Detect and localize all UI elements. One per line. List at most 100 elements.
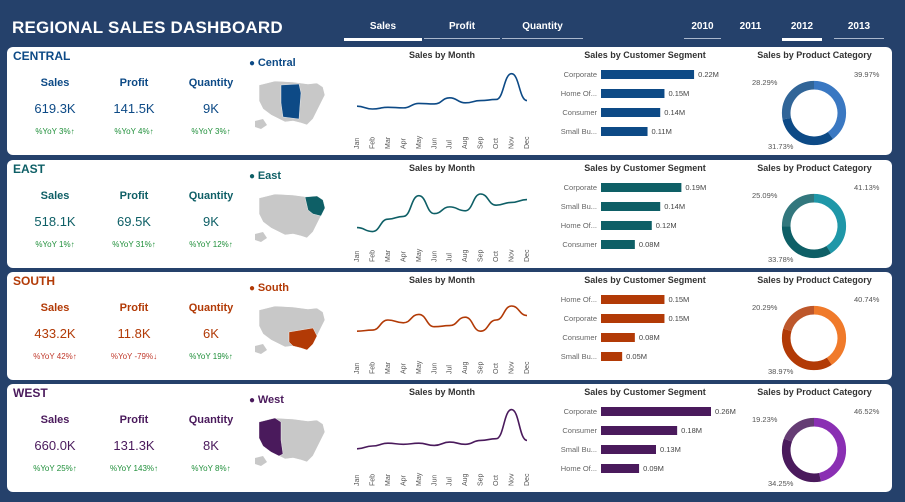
us-map[interactable] [253,410,327,468]
segment-chart-title: Sales by Customer Segment [584,163,706,173]
month-tick-label: Feb [369,362,376,374]
month-tick-label: May [416,248,423,262]
month-tick-label: Apr [400,137,407,149]
map-label-text: West [257,394,284,406]
legend-dot-icon: ● [249,395,258,406]
sales-by-segment-chart[interactable]: Home Of... 0.15M Corporate 0.15M Consumer 0.0… [549,288,739,378]
kpi-label-sales: Sales [40,414,70,426]
month-tick-label: Jul [447,365,454,374]
segment-bar [601,202,661,211]
region-card-east: EAST Sales 518.1K %YoY 1%↑ Profit 69.5K %YoY 3… [7,160,892,268]
month-tick-label: Dec [524,361,531,374]
region-name: SOUTH [13,274,55,288]
us-map[interactable] [253,73,327,131]
segment-label: Home Of... [561,89,597,98]
donut-slice [783,417,815,442]
kpi-yoy-profit: %YoY 4%↑ [114,127,154,136]
month-tick-label: Jul [447,253,454,262]
donut-slice [782,305,815,332]
sales-by-month-chart[interactable]: Jan Feb Mar Apr May Jun Jul Aug Sep Oct Nov Dec [349,400,535,490]
sales-by-category-donut[interactable]: 39.97% 31.73% 28.29% [742,63,887,153]
kpi-value-profit: 131.3K [113,438,155,453]
kpi-value-profit: 11.8K [117,326,151,341]
month-tick-label: Apr [400,474,407,486]
segment-label: Home Of... [561,221,597,230]
sales-by-month-chart[interactable]: Jan Feb Mar Apr May Jun Jul Aug Sep Oct Nov Dec [349,176,535,266]
donut-outer-ring [781,305,847,371]
map-region-label: ● East [249,170,281,182]
sales-by-segment-chart[interactable]: Corporate 0.19M Small Bu... 0.14M Home Of...… [549,176,739,266]
category-chart-title: Sales by Product Category [757,387,872,397]
sales-by-category-donut[interactable]: 40.74% 38.97% 20.29% [742,288,887,378]
month-tick-label: Jun [431,251,438,262]
kpi-yoy-sales: %YoY 25%↑ [33,464,77,473]
segment-value-label: 0.14M [664,108,685,117]
kpi-label-quantity: Quantity [188,302,234,314]
segment-value-label: 0.08M [639,333,660,342]
segment-bar [601,314,665,323]
year-tab-2011[interactable]: 2011 [739,21,762,32]
year-tab-2010[interactable]: 2010 [684,18,721,39]
month-tick-label: Dec [524,473,531,486]
donut-percent-label: 39.97% [854,70,880,79]
month-tick-label: Jun [431,363,438,374]
kpi-label-profit: Profit [119,190,149,202]
us-map[interactable] [253,186,327,244]
sales-by-category-donut[interactable]: 41.13% 33.78% 25.09% [742,176,887,266]
tab-profit[interactable]: Profit [424,18,500,39]
alaska-shape [255,119,267,129]
map-label-text: Central [257,57,296,69]
kpi-label-sales: Sales [40,190,70,202]
sales-by-category-donut[interactable]: 46.52% 34.25% 19.23% [742,400,887,490]
month-tick-label: May [416,472,423,486]
map-region-label: ● West [249,394,284,406]
sales-by-segment-chart[interactable]: Corporate 0.26M Consumer 0.18M Small Bu... 0.… [549,400,739,490]
segment-value-label: 0.26M [715,407,736,416]
segment-label: Home Of... [561,295,597,304]
month-tick-label: Dec [524,249,531,262]
month-tick-label: Feb [369,250,376,262]
sales-by-month-chart[interactable]: Jan Feb Mar Apr May Jun Jul Aug Sep Oct Nov Dec [349,288,535,378]
sales-line [356,305,528,333]
region-card-central: CENTRAL Sales 619.3K %YoY 3%↑ Profit 141.5K %Y… [7,47,892,155]
segment-bar [601,221,652,230]
line-chart-title: Sales by Month [408,163,475,173]
line-chart-title: Sales by Month [408,275,475,285]
year-tab-2013[interactable]: 2013 [834,18,884,39]
sales-by-month-chart[interactable]: Jan Feb Mar Apr May Jun Jul Aug Sep Oct Nov Dec [349,63,535,153]
tab-quantity[interactable]: Quantity [502,18,583,39]
sales-by-segment-chart[interactable]: Corporate 0.22M Home Of... 0.15M Consumer 0.1… [549,63,739,153]
alaska-shape [255,456,267,466]
alaska-shape [255,232,267,242]
line-chart-title: Sales by Month [408,50,475,60]
month-tick-label: May [416,135,423,149]
donut-percent-label: 19.23% [752,415,778,424]
segment-value-label: 0.19M [685,183,706,192]
segment-value-label: 0.15M [668,314,689,323]
us-map[interactable] [253,298,327,356]
kpi-value-quantity: 6K [203,326,219,341]
segment-bar [601,426,678,435]
segment-label: Consumer [562,108,597,117]
month-tick-label: Jan [354,251,361,262]
kpi-value-sales: 660.0K [34,438,76,453]
year-tab-2012[interactable]: 2012 [782,18,822,41]
month-tick-label: Sep [478,361,485,374]
month-tick-label: Jul [447,140,454,149]
kpi-label-profit: Profit [119,302,149,314]
category-chart-title: Sales by Product Category [757,275,872,285]
segment-label: Small Bu... [561,127,597,136]
segment-bar [601,407,711,416]
segment-label: Consumer [562,240,597,249]
map-region-label: ● South [249,282,289,294]
month-tick-label: Jul [447,477,454,486]
segment-bar [601,127,648,136]
month-tick-label: Feb [369,137,376,149]
kpi-value-quantity: 9K [203,214,219,229]
donut-outer-ring [781,193,847,259]
month-tick-label: Mar [385,136,392,149]
kpi-yoy-sales: %YoY 3%↑ [35,127,75,136]
tab-sales[interactable]: Sales [344,18,422,41]
sales-line [356,193,528,233]
donut-percent-label: 25.09% [752,191,778,200]
